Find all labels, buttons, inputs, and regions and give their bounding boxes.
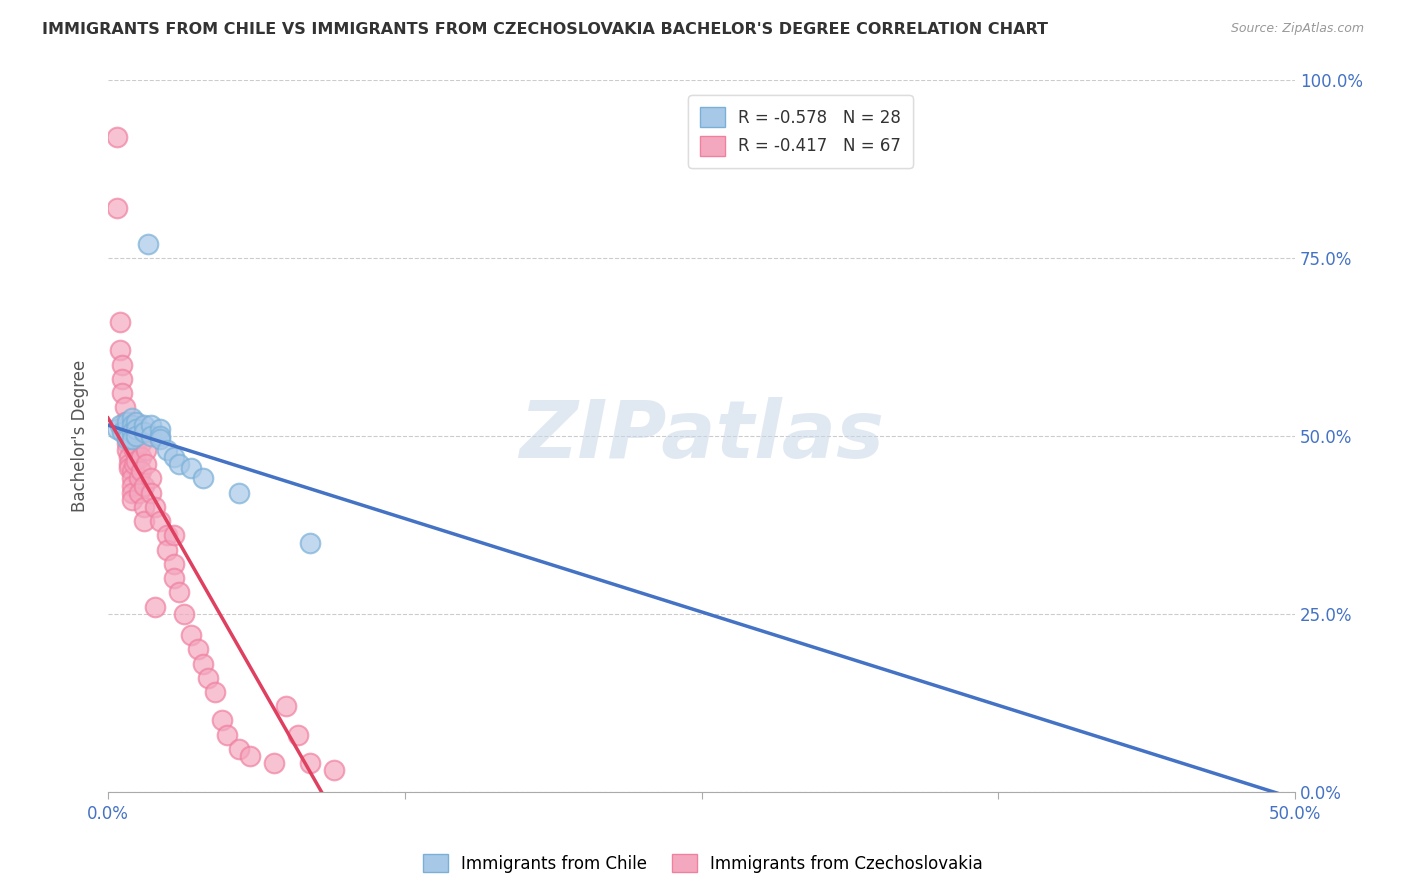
- Point: [128, 471, 150, 485]
- Point: [121, 418, 143, 433]
- Point: [287, 728, 309, 742]
- Point: [118, 457, 141, 471]
- Point: [145, 500, 167, 514]
- Point: [191, 471, 214, 485]
- Point: [149, 422, 172, 436]
- Legend: R = -0.578   N = 28, R = -0.417   N = 67: R = -0.578 N = 28, R = -0.417 N = 67: [688, 95, 912, 168]
- Point: [163, 450, 186, 464]
- Point: [114, 415, 136, 429]
- Point: [163, 528, 186, 542]
- Point: [228, 742, 250, 756]
- Text: IMMIGRANTS FROM CHILE VS IMMIGRANTS FROM CZECHOSLOVAKIA BACHELOR'S DEGREE CORREL: IMMIGRANTS FROM CHILE VS IMMIGRANTS FROM…: [42, 22, 1049, 37]
- Point: [204, 685, 226, 699]
- Point: [129, 436, 152, 450]
- Text: ZIPatlas: ZIPatlas: [519, 397, 884, 475]
- Point: [191, 657, 214, 671]
- Point: [121, 425, 143, 440]
- Point: [135, 443, 157, 458]
- Point: [115, 429, 138, 443]
- Point: [129, 464, 152, 478]
- Point: [108, 343, 131, 358]
- Point: [298, 535, 321, 549]
- Point: [125, 415, 148, 429]
- Point: [163, 571, 186, 585]
- Point: [132, 500, 155, 514]
- Point: [121, 471, 143, 485]
- Point: [228, 485, 250, 500]
- Point: [107, 129, 129, 144]
- Point: [163, 557, 186, 571]
- Point: [139, 485, 162, 500]
- Point: [139, 429, 162, 443]
- Point: [149, 514, 172, 528]
- Point: [125, 433, 148, 447]
- Point: [107, 422, 129, 436]
- Point: [125, 422, 148, 436]
- Point: [121, 478, 143, 492]
- Point: [156, 542, 179, 557]
- Point: [114, 425, 136, 440]
- Point: [115, 429, 138, 443]
- Point: [128, 485, 150, 500]
- Point: [156, 528, 179, 542]
- Point: [121, 485, 143, 500]
- Point: [122, 457, 145, 471]
- Point: [167, 457, 190, 471]
- Point: [180, 628, 202, 642]
- Point: [121, 464, 143, 478]
- Point: [121, 411, 143, 425]
- Point: [132, 478, 155, 492]
- Point: [115, 415, 138, 429]
- Point: [173, 607, 195, 621]
- Point: [111, 386, 134, 401]
- Point: [139, 471, 162, 485]
- Point: [125, 443, 148, 458]
- Point: [298, 756, 321, 771]
- Point: [239, 749, 262, 764]
- Point: [107, 201, 129, 215]
- Y-axis label: Bachelor's Degree: Bachelor's Degree: [72, 359, 89, 512]
- Point: [197, 671, 219, 685]
- Point: [111, 372, 134, 386]
- Point: [108, 315, 131, 329]
- Point: [122, 443, 145, 458]
- Point: [129, 450, 152, 464]
- Text: Source: ZipAtlas.com: Source: ZipAtlas.com: [1230, 22, 1364, 36]
- Point: [145, 599, 167, 614]
- Point: [121, 433, 143, 447]
- Point: [211, 714, 233, 728]
- Point: [122, 429, 145, 443]
- Point: [125, 429, 148, 443]
- Point: [139, 418, 162, 433]
- Point: [132, 514, 155, 528]
- Point: [114, 401, 136, 415]
- Point: [125, 453, 148, 467]
- Point: [111, 425, 134, 440]
- Legend: Immigrants from Chile, Immigrants from Czechoslovakia: Immigrants from Chile, Immigrants from C…: [416, 847, 990, 880]
- Point: [115, 433, 138, 447]
- Point: [125, 422, 148, 436]
- Point: [274, 699, 297, 714]
- Point: [132, 425, 155, 440]
- Point: [122, 415, 145, 429]
- Point: [167, 585, 190, 599]
- Point: [156, 443, 179, 458]
- Point: [135, 457, 157, 471]
- Point: [263, 756, 285, 771]
- Point: [132, 418, 155, 433]
- Point: [138, 236, 160, 251]
- Point: [115, 443, 138, 458]
- Point: [149, 433, 172, 447]
- Point: [180, 460, 202, 475]
- Point: [322, 764, 344, 778]
- Point: [187, 642, 209, 657]
- Point: [118, 460, 141, 475]
- Point: [115, 436, 138, 450]
- Point: [149, 429, 172, 443]
- Point: [108, 418, 131, 433]
- Point: [215, 728, 238, 742]
- Point: [111, 358, 134, 372]
- Point: [118, 450, 141, 464]
- Point: [121, 492, 143, 507]
